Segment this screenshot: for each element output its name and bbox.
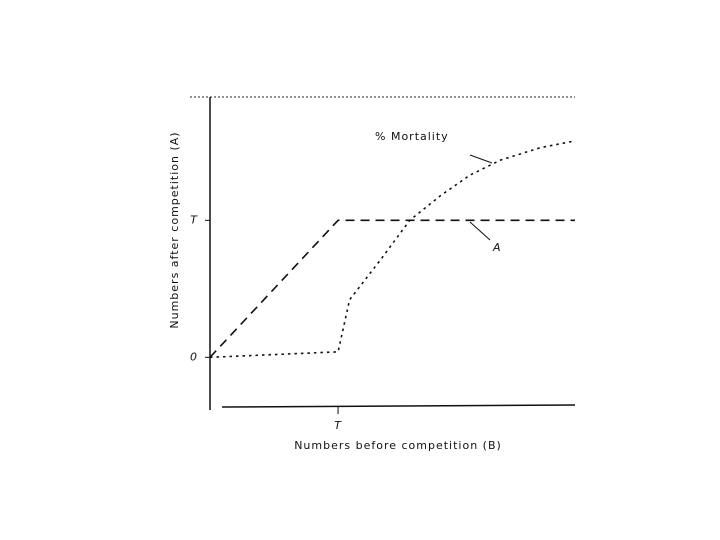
- series-label: A: [492, 241, 502, 254]
- y-tick-label: T: [190, 213, 198, 226]
- leader-line: [469, 154, 493, 164]
- leader-line: [469, 221, 491, 241]
- series-line: [209, 140, 576, 359]
- series-label: % Mortality: [375, 130, 449, 143]
- y-axis-label: Numbers after competition (A): [168, 131, 181, 328]
- y-tick-label: 0: [190, 350, 198, 363]
- x-axis: [221, 404, 576, 408]
- series-line: [209, 219, 575, 358]
- x-axis-label: Numbers before competition (B): [294, 439, 502, 452]
- x-tick-label: T: [334, 419, 342, 432]
